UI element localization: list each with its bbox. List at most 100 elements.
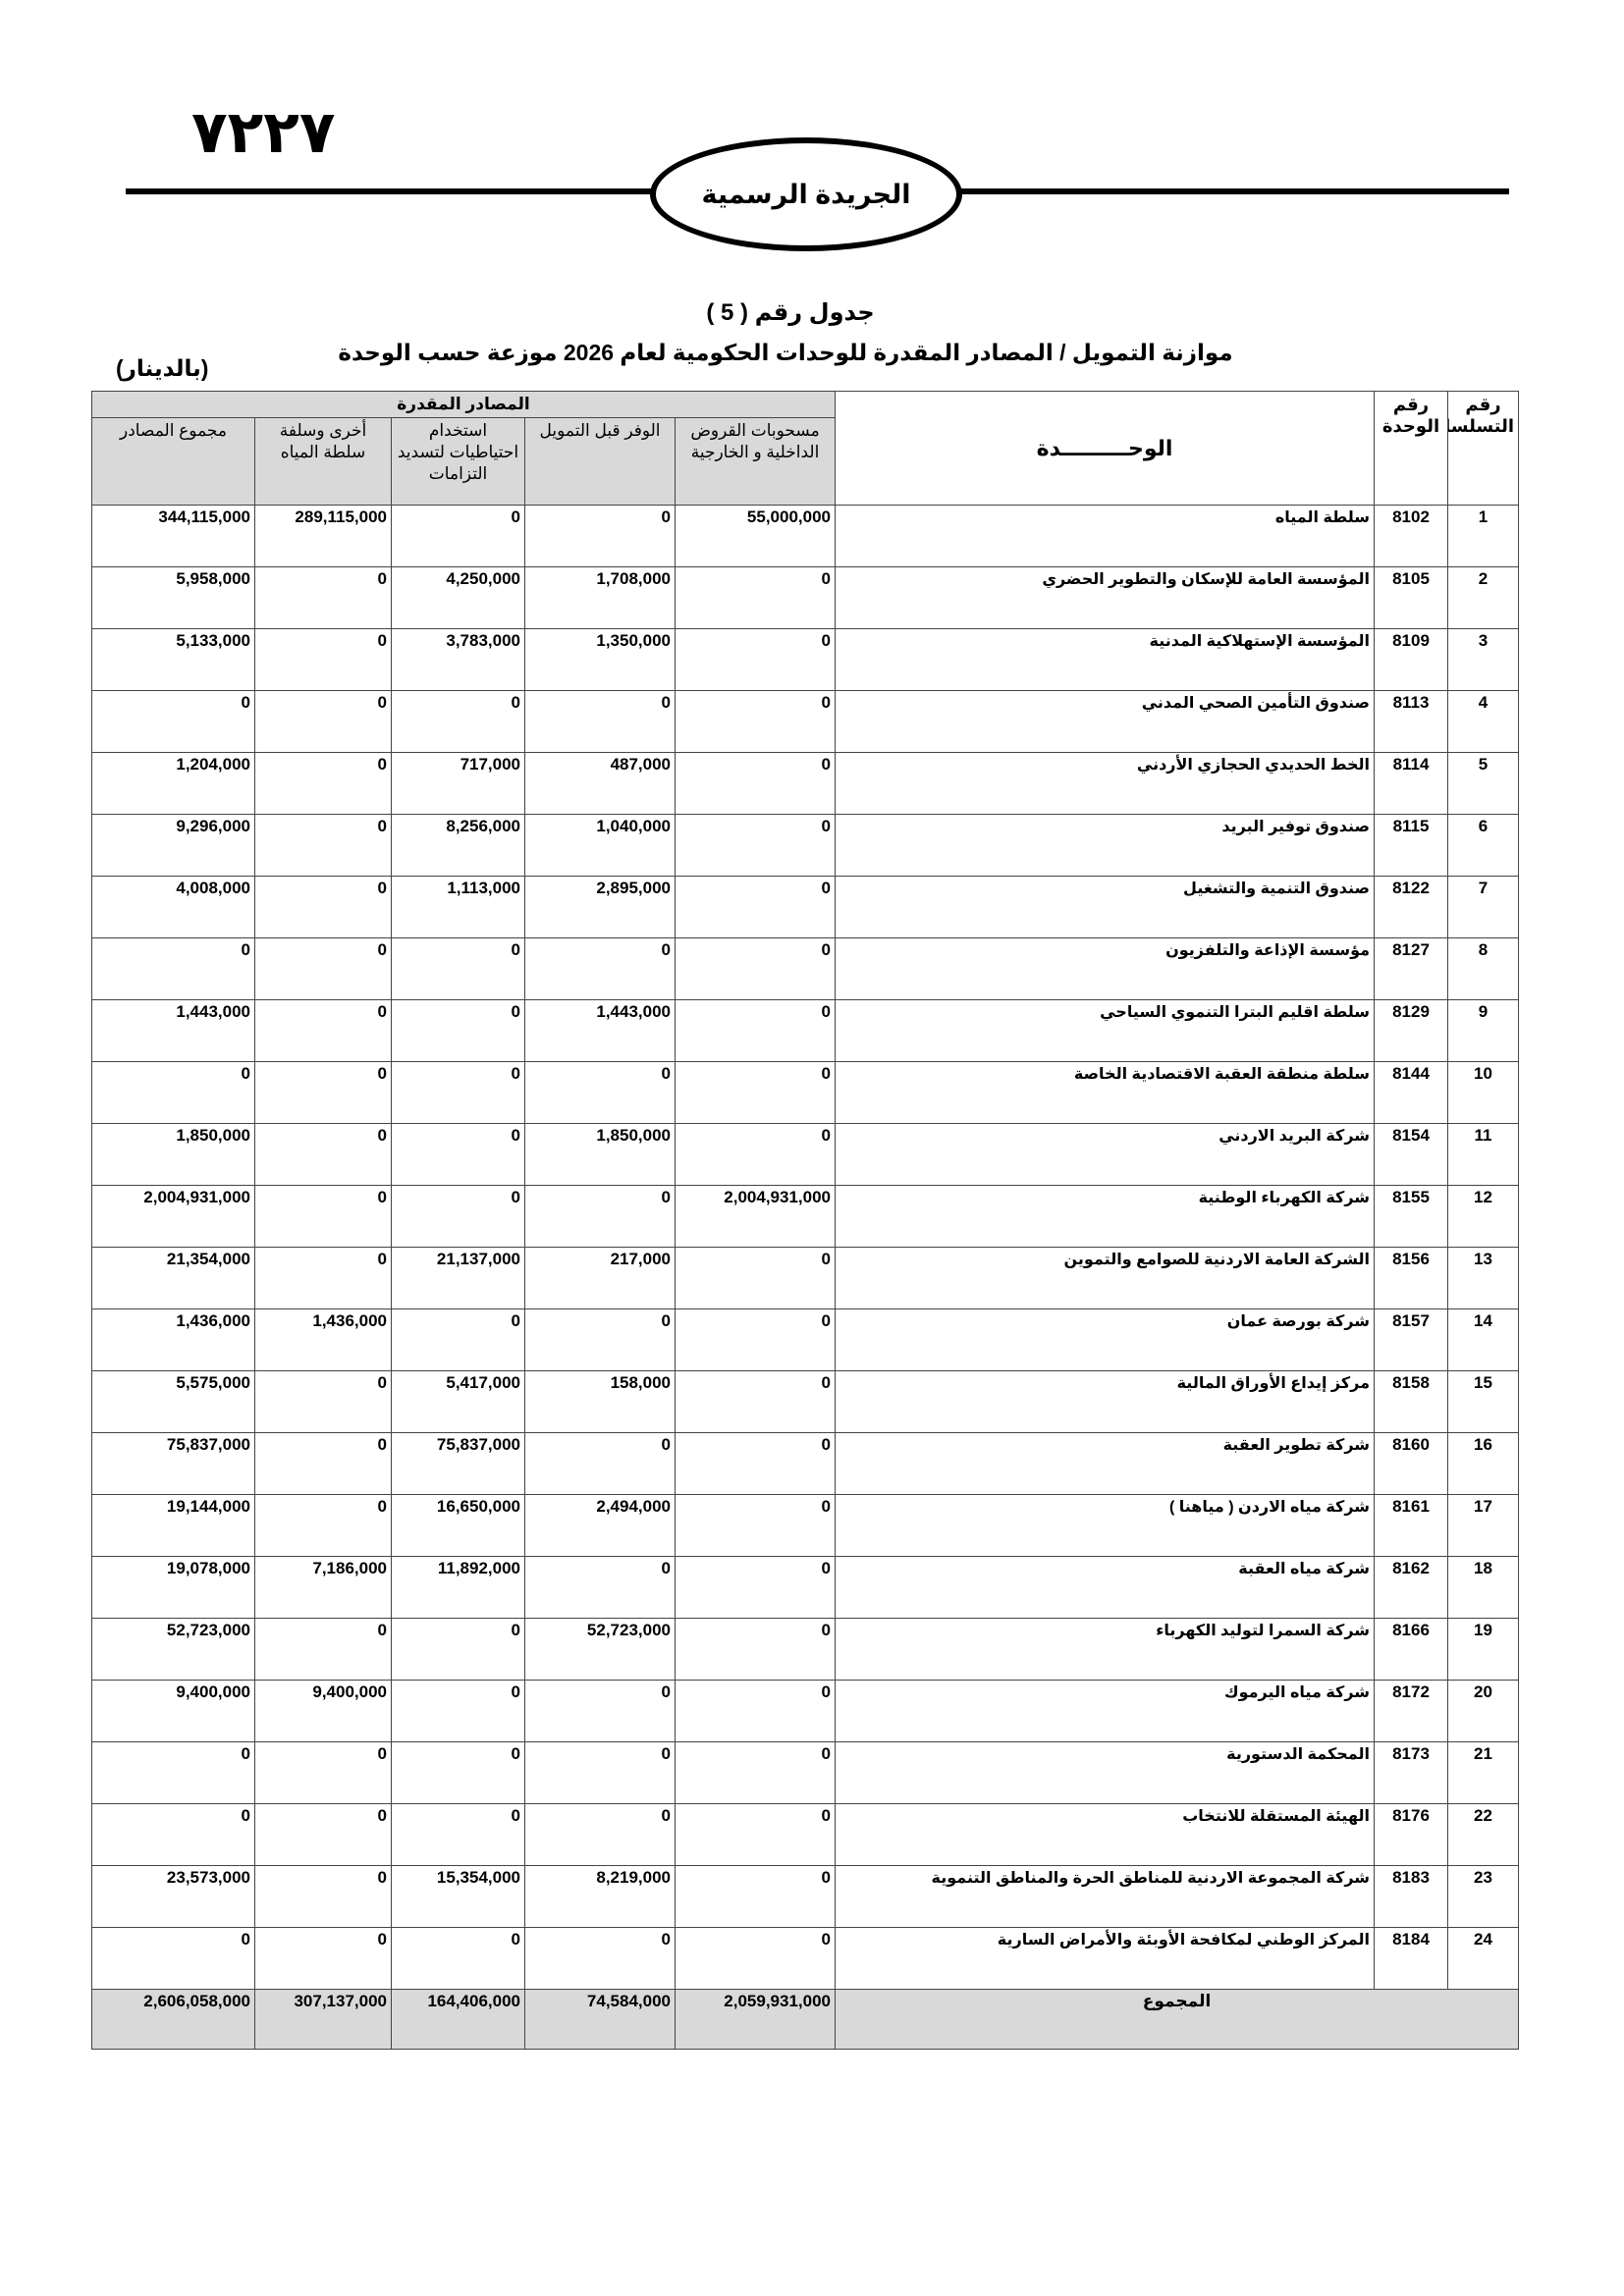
reserves: 0 [391, 1123, 526, 1186]
table-row: 18 8162 شركة مياه العقبة 0 0 11,892,000 7,186,… [90, 1556, 1520, 1619]
savings: 0 [524, 1185, 677, 1248]
savings: 1,708,000 [524, 566, 677, 629]
unit-name: سلطة اقليم البترا التنموي السياحي [835, 999, 1376, 1062]
unit-name: شركة المجموعة الاردنية للمناطق الحرة وال… [835, 1865, 1376, 1928]
unit-name: شركة السمرا لتوليد الكهرباء [835, 1618, 1376, 1681]
other: 0 [254, 1432, 393, 1495]
column-header: رقم التسلسل [1447, 391, 1520, 506]
savings: 0 [524, 937, 677, 1000]
loans: 0 [675, 1680, 837, 1742]
savings: 487,000 [524, 752, 677, 815]
other: 1,436,000 [254, 1308, 393, 1371]
other: 0 [254, 1185, 393, 1248]
reserves: 1,113,000 [391, 876, 526, 938]
loans: 0 [675, 1247, 837, 1309]
total-sources: 19,144,000 [90, 1494, 256, 1557]
total-sources: 19,078,000 [90, 1556, 256, 1619]
total-value: 164,406,000 [391, 1989, 526, 2050]
reserves: 75,837,000 [391, 1432, 526, 1495]
table-row: 19 8166 شركة السمرا لتوليد الكهرباء 0 52,723… [90, 1618, 1520, 1681]
total-sources: 0 [90, 690, 256, 753]
unit-name: مؤسسة الإذاعة والتلفزيون [835, 937, 1376, 1000]
total-sources: 5,133,000 [90, 628, 256, 691]
reserves: 15,354,000 [391, 1865, 526, 1928]
loans: 2,004,931,000 [675, 1185, 837, 1248]
unit-name: صندوق التنمية والتشغيل [835, 876, 1376, 938]
savings: 0 [524, 505, 677, 567]
other: 0 [254, 1123, 393, 1186]
unit-number: 8113 [1374, 690, 1449, 753]
total-sources: 0 [90, 1061, 256, 1124]
column-header: رقم الوحدة [1374, 391, 1449, 506]
unit-number: 8122 [1374, 876, 1449, 938]
unit-name: سلطة منطقة العقبة الاقتصادية الخاصة [835, 1061, 1376, 1124]
other: 0 [254, 1741, 393, 1804]
savings: 0 [524, 1680, 677, 1742]
reserves: 0 [391, 1680, 526, 1742]
savings: 0 [524, 690, 677, 753]
loans: 0 [675, 1741, 837, 1804]
savings: 0 [524, 1741, 677, 1804]
serial: 17 [1447, 1494, 1520, 1557]
unit-number: 8127 [1374, 937, 1449, 1000]
other: 0 [254, 876, 393, 938]
unit-name: المؤسسة الإستهلاكية المدنية [835, 628, 1376, 691]
savings: 1,040,000 [524, 814, 677, 877]
other: 0 [254, 566, 393, 629]
unit-number: 8109 [1374, 628, 1449, 691]
group-header: المصادر المقدرة [90, 391, 837, 418]
serial: 2 [1447, 566, 1520, 629]
unit-number: 8157 [1374, 1308, 1449, 1371]
table-row: 24 8184 المركز الوطني لمكافحة الأوبئة والأ… [90, 1927, 1520, 1990]
unit-name: شركة مياه الاردن ( مياهنا ) [835, 1494, 1376, 1557]
table-row: 14 8157 شركة بورصة عمان 0 0 0 1,436,000 1,436,0… [90, 1308, 1520, 1371]
unit-number: 8176 [1374, 1803, 1449, 1866]
reserves: 4,250,000 [391, 566, 526, 629]
other: 289,115,000 [254, 505, 393, 567]
unit-number: 8105 [1374, 566, 1449, 629]
table-row: 20 8172 شركة مياه اليرموك 0 0 0 9,400,000 9,400… [90, 1680, 1520, 1742]
reserves: 0 [391, 999, 526, 1062]
serial: 23 [1447, 1865, 1520, 1928]
savings: 0 [524, 1803, 677, 1866]
other: 0 [254, 690, 393, 753]
table-row: 1 8102 سلطة المياه 55,000,000 0 0 289,115,000 3… [90, 505, 1520, 567]
unit-name: شركة البريد الاردني [835, 1123, 1376, 1186]
unit-number: 8173 [1374, 1741, 1449, 1804]
loans: 0 [675, 1865, 837, 1928]
table-row: 10 8144 سلطة منطقة العقبة الاقتصادية الخاص… [90, 1061, 1520, 1124]
serial: 13 [1447, 1247, 1520, 1309]
loans: 0 [675, 937, 837, 1000]
loans: 0 [675, 1618, 837, 1681]
unit-number: 8156 [1374, 1247, 1449, 1309]
table-row: 22 8176 الهيئة المستقلة للانتخاب 0 0 0 0 0 [90, 1803, 1520, 1866]
unit-name: شركة الكهرباء الوطنية [835, 1185, 1376, 1248]
serial: 4 [1447, 690, 1520, 753]
column-header: استخدام احتياطيات لتسديد التزامات [391, 417, 526, 506]
unit-name: الهيئة المستقلة للانتخاب [835, 1803, 1376, 1866]
unit-name: شركة بورصة عمان [835, 1308, 1376, 1371]
loans: 0 [675, 690, 837, 753]
serial: 12 [1447, 1185, 1520, 1248]
total-sources: 0 [90, 1803, 256, 1866]
unit-number: 8102 [1374, 505, 1449, 567]
other: 0 [254, 1247, 393, 1309]
serial: 14 [1447, 1308, 1520, 1371]
loans: 0 [675, 1927, 837, 1990]
table-row: 13 8156 الشركة العامة الاردنية للصوامع وال… [90, 1247, 1520, 1309]
column-header: أخرى وسلفة سلطة المياه [254, 417, 393, 506]
total-sources: 1,443,000 [90, 999, 256, 1062]
loans: 0 [675, 876, 837, 938]
unit-number: 8154 [1374, 1123, 1449, 1186]
savings: 2,895,000 [524, 876, 677, 938]
column-header: الوحـــــــــدة [835, 391, 1376, 506]
total-value: 307,137,000 [254, 1989, 393, 2050]
serial: 10 [1447, 1061, 1520, 1124]
table-row: 21 8173 المحكمة الدستورية 0 0 0 0 0 [90, 1741, 1520, 1804]
total-sources: 9,296,000 [90, 814, 256, 877]
reserves: 0 [391, 937, 526, 1000]
total-sources: 52,723,000 [90, 1618, 256, 1681]
unit-number: 8161 [1374, 1494, 1449, 1557]
other: 9,400,000 [254, 1680, 393, 1742]
unit-name: شركة تطوير العقبة [835, 1432, 1376, 1495]
